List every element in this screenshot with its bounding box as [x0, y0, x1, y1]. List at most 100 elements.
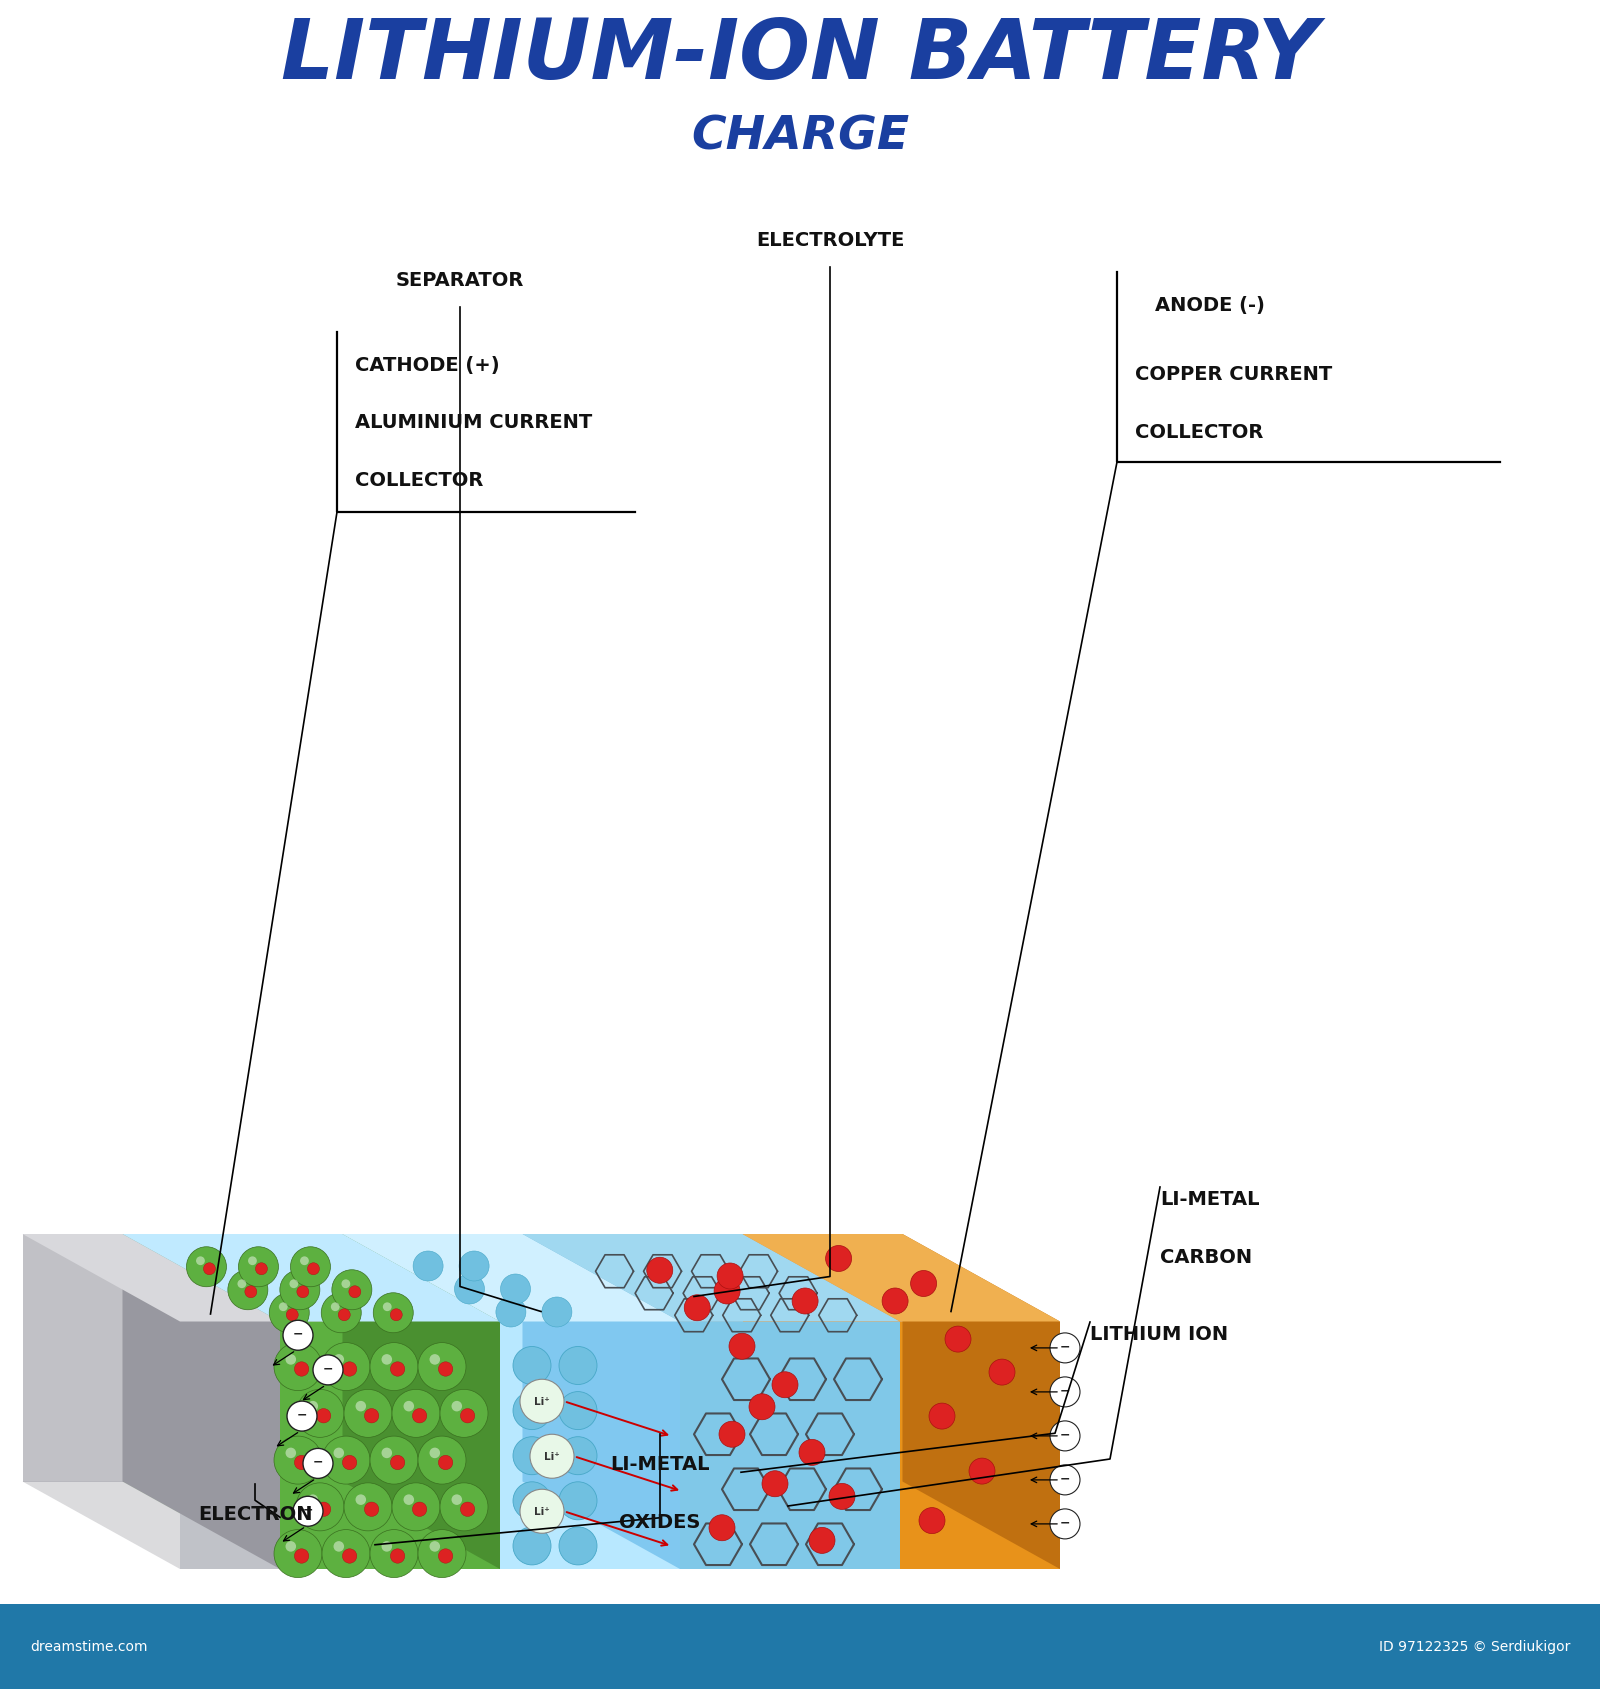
Circle shape [558, 1481, 597, 1520]
Circle shape [429, 1355, 440, 1365]
Polygon shape [342, 1235, 523, 1481]
Text: COLLECTOR: COLLECTOR [355, 471, 483, 490]
Circle shape [451, 1402, 462, 1412]
Text: LI-METAL: LI-METAL [1160, 1189, 1259, 1209]
Circle shape [1050, 1508, 1080, 1539]
Text: −: − [1059, 1383, 1070, 1397]
Circle shape [237, 1280, 246, 1289]
Circle shape [301, 1257, 309, 1265]
Circle shape [331, 1302, 339, 1311]
Circle shape [792, 1289, 818, 1314]
Circle shape [882, 1289, 909, 1314]
Circle shape [918, 1508, 946, 1534]
Circle shape [730, 1333, 755, 1360]
Circle shape [365, 1409, 379, 1424]
Circle shape [280, 1270, 320, 1311]
Circle shape [248, 1257, 258, 1265]
Circle shape [286, 1402, 317, 1431]
Circle shape [762, 1471, 787, 1496]
Circle shape [333, 1355, 344, 1365]
Text: CARBON: CARBON [1160, 1248, 1253, 1267]
Circle shape [370, 1343, 418, 1390]
Circle shape [274, 1530, 322, 1578]
Circle shape [709, 1515, 734, 1540]
Circle shape [322, 1343, 370, 1390]
Polygon shape [280, 1322, 501, 1569]
Circle shape [930, 1404, 955, 1429]
Circle shape [285, 1447, 296, 1458]
Circle shape [514, 1392, 550, 1431]
Circle shape [440, 1483, 488, 1530]
Circle shape [283, 1321, 314, 1351]
Circle shape [438, 1456, 453, 1469]
Circle shape [946, 1326, 971, 1353]
Polygon shape [342, 1235, 680, 1322]
Circle shape [520, 1490, 565, 1534]
Circle shape [989, 1360, 1014, 1385]
Circle shape [269, 1294, 309, 1333]
Circle shape [342, 1456, 357, 1469]
Circle shape [558, 1392, 597, 1431]
Circle shape [501, 1274, 531, 1304]
Circle shape [307, 1402, 318, 1412]
Circle shape [558, 1437, 597, 1474]
Circle shape [496, 1297, 526, 1328]
Text: ID 97122325 © Serdiukigor: ID 97122325 © Serdiukigor [1379, 1640, 1570, 1654]
Circle shape [749, 1393, 774, 1420]
Text: −: − [323, 1361, 333, 1375]
Polygon shape [123, 1235, 342, 1481]
Polygon shape [742, 1235, 1059, 1322]
Circle shape [365, 1502, 379, 1517]
Circle shape [342, 1361, 357, 1377]
Text: dreamstime.com: dreamstime.com [30, 1640, 147, 1654]
Circle shape [203, 1263, 216, 1275]
Circle shape [418, 1343, 466, 1390]
Polygon shape [899, 1322, 1059, 1569]
Polygon shape [123, 1481, 501, 1569]
Circle shape [461, 1409, 475, 1424]
Circle shape [810, 1527, 835, 1554]
Circle shape [440, 1390, 488, 1437]
Circle shape [438, 1361, 453, 1377]
Polygon shape [742, 1235, 902, 1481]
Polygon shape [523, 1235, 742, 1481]
Polygon shape [902, 1235, 1059, 1569]
Circle shape [331, 1270, 371, 1311]
Polygon shape [123, 1235, 501, 1322]
Circle shape [302, 1449, 333, 1478]
Circle shape [338, 1309, 350, 1321]
Circle shape [322, 1530, 370, 1578]
Circle shape [227, 1270, 267, 1311]
Polygon shape [501, 1322, 680, 1569]
Circle shape [314, 1355, 342, 1385]
Circle shape [370, 1530, 418, 1578]
Circle shape [461, 1502, 475, 1517]
Circle shape [317, 1409, 331, 1424]
Circle shape [197, 1257, 205, 1265]
Circle shape [558, 1527, 597, 1566]
Circle shape [454, 1274, 485, 1304]
Text: OXIDES: OXIDES [619, 1513, 701, 1532]
Text: ALUMINIUM CURRENT: ALUMINIUM CURRENT [355, 414, 592, 432]
Circle shape [333, 1540, 344, 1552]
Circle shape [530, 1434, 574, 1478]
Circle shape [403, 1402, 414, 1412]
Text: SEPARATOR: SEPARATOR [395, 270, 525, 289]
Text: −: − [312, 1454, 323, 1468]
Circle shape [714, 1279, 741, 1304]
Circle shape [381, 1447, 392, 1458]
Circle shape [317, 1502, 331, 1517]
Circle shape [646, 1258, 672, 1284]
Text: ELECTRON: ELECTRON [198, 1505, 312, 1523]
Circle shape [274, 1343, 322, 1390]
Circle shape [370, 1436, 418, 1485]
Circle shape [294, 1361, 309, 1377]
Circle shape [970, 1458, 995, 1485]
Circle shape [451, 1495, 462, 1505]
Circle shape [381, 1355, 392, 1365]
Polygon shape [123, 1235, 280, 1569]
Circle shape [717, 1263, 742, 1289]
Polygon shape [342, 1235, 501, 1569]
Text: COLLECTOR: COLLECTOR [1134, 424, 1264, 443]
Circle shape [514, 1481, 550, 1520]
